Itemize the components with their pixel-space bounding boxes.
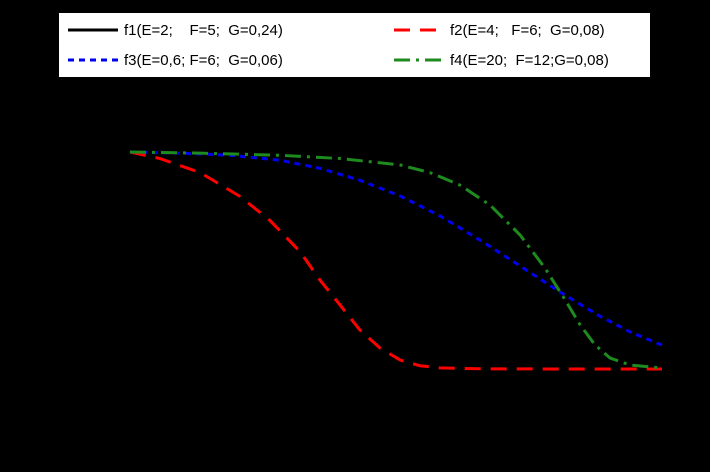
legend-label-f1: f1(E=2; F=5; G=0,24) <box>124 21 283 39</box>
curve-f4 <box>129 150 663 370</box>
legend-item-f3: f3(E=0,6; F=6; G=0,06) <box>67 45 393 75</box>
legend-label-f2: f2(E=4; F=6; G=0,08) <box>450 21 605 39</box>
curve-f3 <box>129 150 663 347</box>
curve-f2 <box>129 150 662 371</box>
legend-item-f2: f2(E=4; F=6; G=0,08) <box>393 15 648 45</box>
legend-line-sample-f2 <box>394 28 444 32</box>
legend: f1(E=2; F=5; G=0,24) f2(E=4; F=6; G=0,08… <box>57 11 652 79</box>
legend-label-f3: f3(E=0,6; F=6; G=0,06) <box>124 51 283 69</box>
legend-label-f4: f4(E=20; F=12;G=0,08) <box>450 51 609 69</box>
legend-line-sample-f4 <box>394 58 444 62</box>
legend-item-f1: f1(E=2; F=5; G=0,24) <box>67 15 393 45</box>
legend-line-sample-f1 <box>68 28 118 32</box>
legend-item-f4: f4(E=20; F=12;G=0,08) <box>393 45 648 75</box>
legend-line-sample-f3 <box>68 58 118 62</box>
